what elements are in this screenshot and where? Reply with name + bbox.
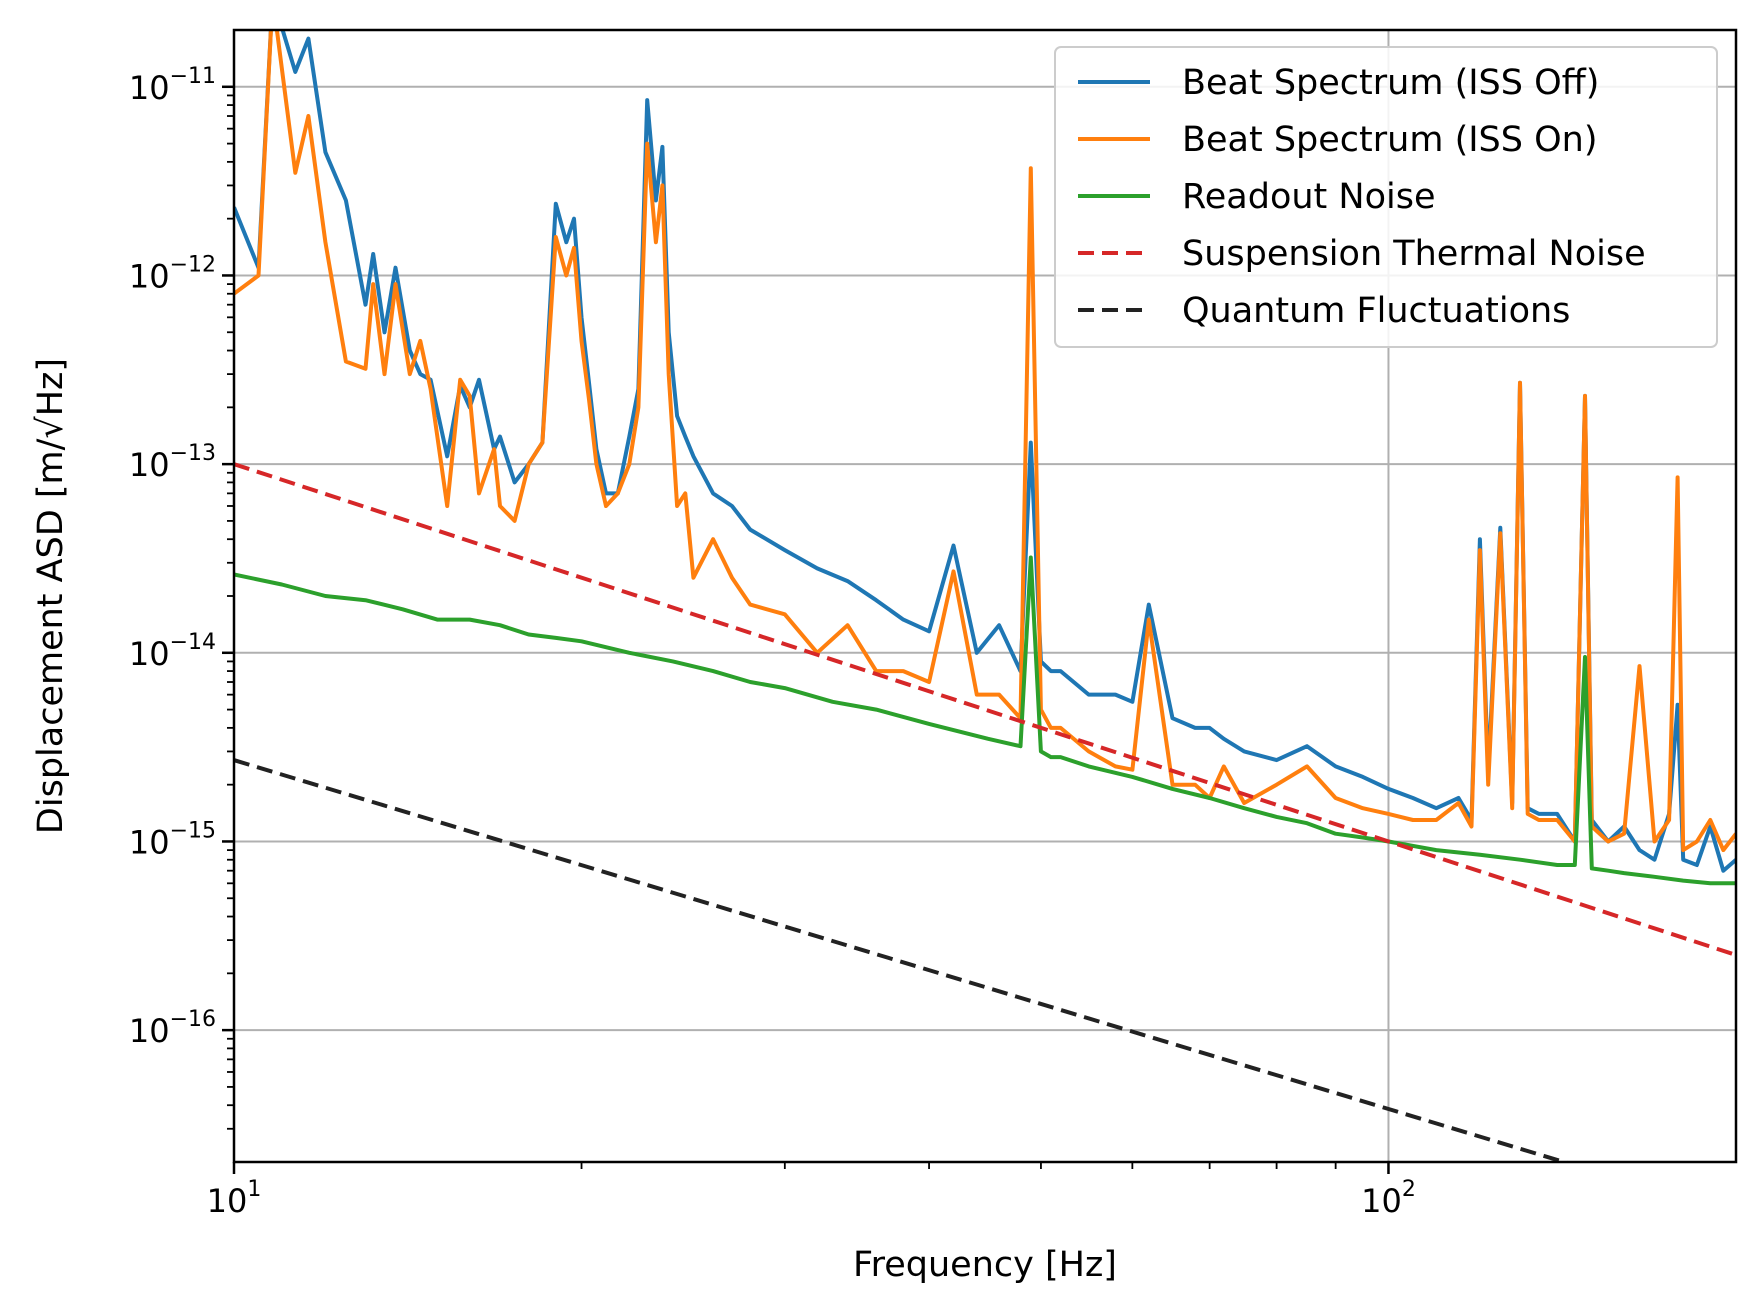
y-tick-exponent: −15 bbox=[170, 818, 216, 843]
y-tick-label: 10−12 bbox=[129, 252, 216, 295]
x-tick-exponent: 2 bbox=[1402, 1177, 1416, 1202]
legend-label: Beat Spectrum (ISS Off) bbox=[1182, 63, 1599, 103]
plot-frame bbox=[232, 28, 1738, 1164]
legend-frame bbox=[1054, 46, 1718, 348]
y-tick-base: 10 bbox=[129, 446, 170, 484]
series-group bbox=[234, 30, 1736, 1162]
x-tick-label: 102 bbox=[1361, 1177, 1416, 1220]
series-line-readout-noise bbox=[234, 555, 1736, 886]
x-tick-base: 10 bbox=[207, 1182, 248, 1220]
y-tick-label: 10−15 bbox=[129, 818, 216, 861]
legend-label: Beat Spectrum (ISS On) bbox=[1182, 120, 1598, 160]
y-axis-label: Displacement ASD [m/√Hz] bbox=[31, 358, 71, 834]
legend-label: Quantum Fluctuations bbox=[1182, 291, 1570, 331]
x-tick-label: 101 bbox=[207, 1177, 262, 1220]
major-ticks bbox=[222, 85, 1390, 1174]
y-tick-label: 10−16 bbox=[129, 1007, 216, 1050]
x-axis-label: Frequency [Hz] bbox=[853, 1245, 1117, 1285]
legend-label: Suspension Thermal Noise bbox=[1182, 234, 1646, 274]
y-tick-exponent: −11 bbox=[170, 64, 216, 89]
y-tick-exponent: −12 bbox=[170, 252, 216, 277]
y-tick-exponent: −14 bbox=[170, 630, 216, 655]
y-tick-base: 10 bbox=[129, 823, 170, 861]
y-tick-exponent: −13 bbox=[170, 441, 216, 466]
y-tick-base: 10 bbox=[129, 1012, 170, 1050]
y-tick-base: 10 bbox=[129, 635, 170, 673]
x-tick-base: 10 bbox=[1361, 1182, 1402, 1220]
legend-label: Readout Noise bbox=[1182, 177, 1435, 217]
y-tick-label: 10−11 bbox=[129, 64, 216, 107]
y-tick-base: 10 bbox=[129, 257, 170, 295]
y-tick-label: 10−14 bbox=[129, 630, 216, 673]
x-tick-exponent: 1 bbox=[247, 1177, 261, 1202]
legend: Beat Spectrum (ISS Off) Beat Spectrum (IS… bbox=[1054, 46, 1718, 348]
y-tick-label: 10−13 bbox=[129, 441, 216, 484]
y-tick-base: 10 bbox=[129, 69, 170, 107]
series-line-quantum-fluctuations bbox=[234, 758, 1571, 1162]
series-line-beat-spectrum-iss-on bbox=[234, 30, 1736, 853]
y-tick-exponent: −16 bbox=[170, 1007, 216, 1032]
